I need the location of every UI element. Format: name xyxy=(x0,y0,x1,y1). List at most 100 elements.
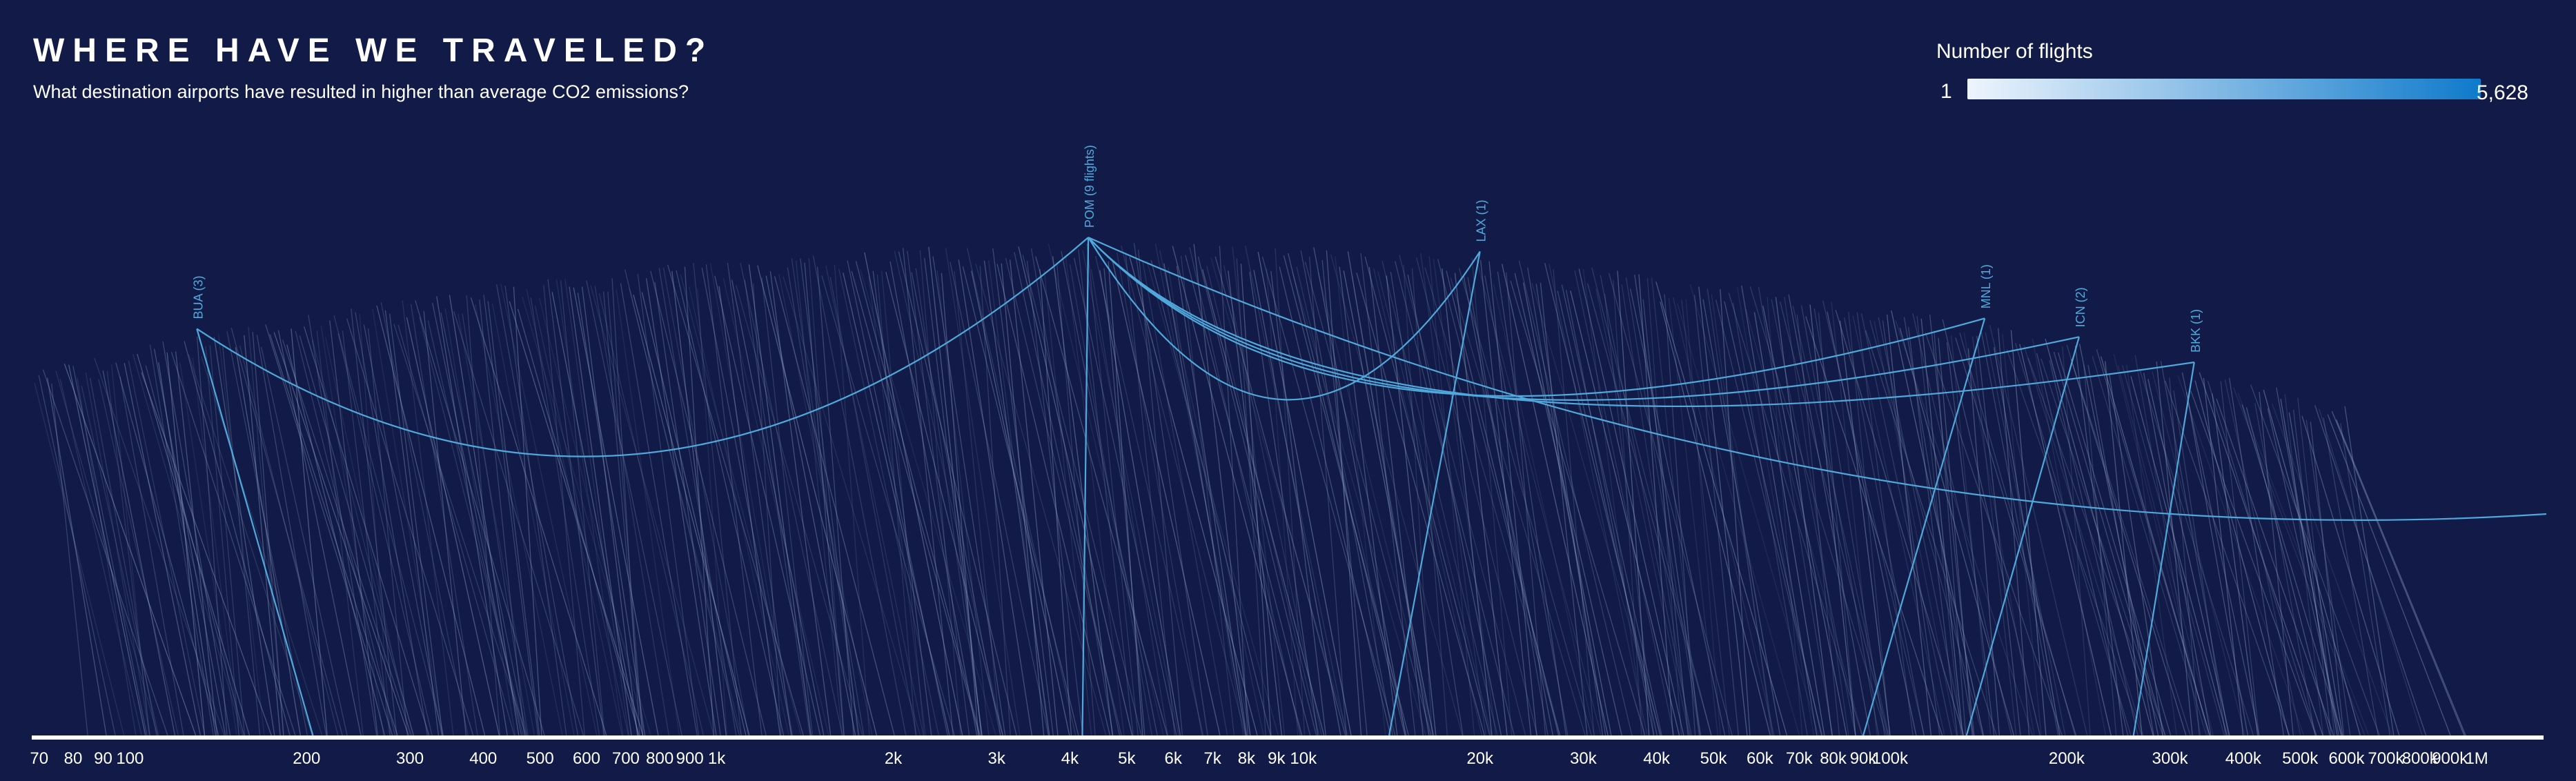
background-line xyxy=(757,265,878,736)
background-line xyxy=(1458,268,1592,736)
background-line xyxy=(239,345,339,736)
background-line xyxy=(1360,253,1416,736)
x-tick-label: 20k xyxy=(1466,749,1494,768)
background-line xyxy=(876,274,916,736)
background-line xyxy=(1193,244,1251,736)
x-tick-label: 60k xyxy=(1747,749,1774,768)
background-line xyxy=(2057,353,2172,736)
background-line xyxy=(2164,380,2290,736)
background-line xyxy=(2314,404,2427,736)
x-tick-label: 70k xyxy=(1786,749,1813,768)
background-line xyxy=(1818,313,1856,736)
background-line xyxy=(1561,284,1662,736)
spoke-lax xyxy=(1388,251,1481,736)
background-line xyxy=(1779,301,1889,736)
background-line xyxy=(2271,403,2393,736)
background-line xyxy=(145,365,245,736)
background-line xyxy=(1762,306,1847,736)
background-line xyxy=(1548,264,1648,736)
background-line xyxy=(1689,284,1819,736)
background-line xyxy=(102,370,176,736)
background-line xyxy=(1805,316,1943,736)
background-line xyxy=(945,248,1021,736)
x-tick-label: 100 xyxy=(116,749,144,768)
background-line xyxy=(1150,260,1271,736)
background-line xyxy=(1442,268,1493,736)
background-line xyxy=(1082,250,1179,736)
background-line xyxy=(1244,246,1348,736)
background-line xyxy=(2032,338,2107,736)
background-line xyxy=(500,284,598,736)
background-line xyxy=(1364,256,1491,736)
background-line xyxy=(222,346,261,736)
background-line xyxy=(2002,334,2042,736)
background-line xyxy=(1094,255,1204,736)
background-line xyxy=(954,270,1001,736)
background-line xyxy=(658,268,737,736)
background-line xyxy=(885,272,1003,736)
background-line xyxy=(98,379,179,736)
background-line xyxy=(778,274,873,736)
background-line xyxy=(1069,264,1152,736)
background-line xyxy=(1553,269,1595,736)
background-line xyxy=(1715,299,1823,736)
background-line xyxy=(633,295,750,736)
background-line xyxy=(1382,261,1498,736)
background-line xyxy=(68,364,146,736)
destination-label-lax: LAX (1) xyxy=(1475,199,1488,241)
background-line xyxy=(333,315,444,736)
background-line xyxy=(1022,255,1142,736)
background-line xyxy=(564,279,629,736)
background-line xyxy=(881,270,925,736)
background-line xyxy=(119,376,184,736)
background-line xyxy=(868,276,926,736)
background-line xyxy=(1488,261,1537,736)
background-line xyxy=(1030,248,1114,736)
background-line xyxy=(2305,419,2351,736)
background-line xyxy=(581,286,638,736)
background-line xyxy=(2053,352,2166,736)
background-line xyxy=(149,344,214,736)
background-line xyxy=(2207,381,2317,736)
x-tick-label: 8k xyxy=(1238,749,1256,768)
background-line xyxy=(440,313,528,736)
background-line xyxy=(1035,256,1168,736)
background-line xyxy=(479,299,525,736)
background-line xyxy=(1651,277,1700,736)
background-line xyxy=(106,370,150,736)
background-line xyxy=(1959,333,2076,736)
background-line xyxy=(1916,316,1962,736)
background-line xyxy=(2220,381,2260,736)
background-line xyxy=(2062,346,2091,736)
background-line xyxy=(2310,422,2345,736)
x-tick-label: 90k xyxy=(1850,749,1878,768)
destination-label-mnl: MNL (1) xyxy=(1979,264,1993,308)
background-line xyxy=(201,356,323,736)
background-line xyxy=(402,300,454,736)
background-line xyxy=(787,267,865,736)
background-line xyxy=(898,251,1017,736)
background-line xyxy=(526,288,623,736)
x-tick-label: 90 xyxy=(94,749,112,768)
background-line xyxy=(1664,294,1696,736)
background-line xyxy=(1711,294,1773,736)
background-line xyxy=(2006,349,2143,736)
background-line xyxy=(667,264,804,736)
background-line xyxy=(2267,408,2342,736)
background-line xyxy=(1313,247,1406,736)
background-line xyxy=(85,373,150,736)
background-line xyxy=(282,339,412,736)
background-line xyxy=(2181,372,2260,736)
background-line xyxy=(1809,304,1856,736)
x-tick-label: 2k xyxy=(885,749,903,768)
background-line xyxy=(1946,342,1995,736)
background-line xyxy=(252,332,284,736)
background-line xyxy=(2105,361,2143,736)
background-line xyxy=(1702,299,1781,736)
background-line xyxy=(115,362,219,736)
background-line xyxy=(607,291,644,736)
background-line xyxy=(1732,302,1808,736)
background-line xyxy=(919,250,961,736)
background-line xyxy=(1800,305,1880,736)
background-line xyxy=(205,346,239,736)
